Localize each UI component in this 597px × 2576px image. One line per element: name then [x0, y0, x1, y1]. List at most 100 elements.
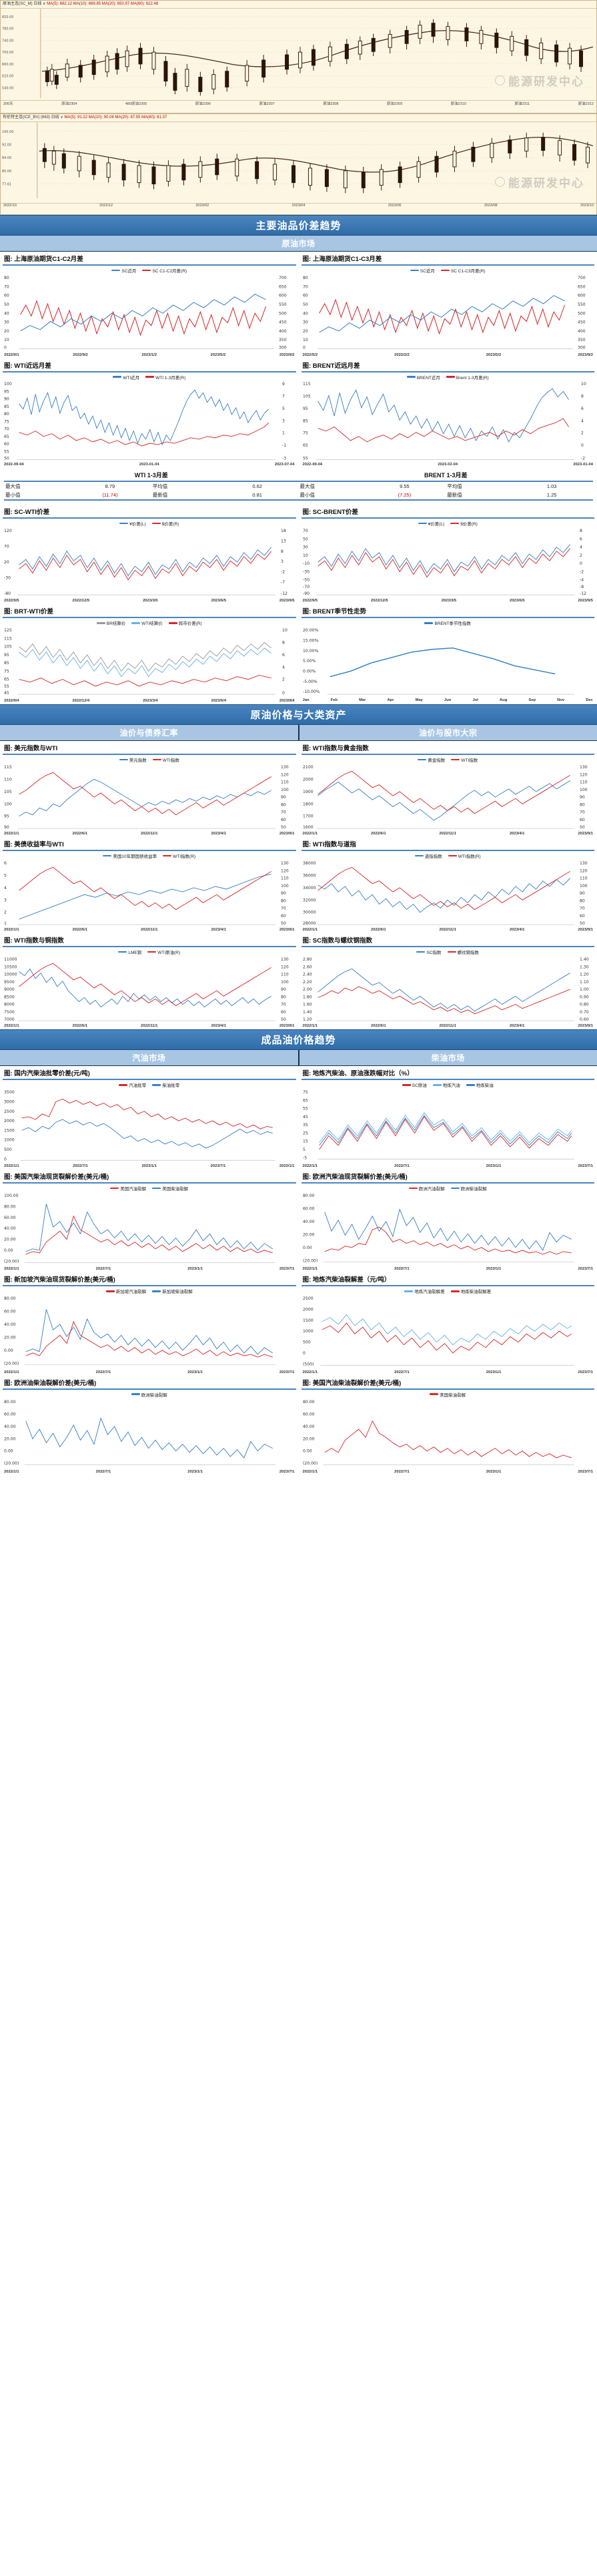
brent-crude-futures-terminal[interactable]: 布伦特主连(ICE_BV) (663) 日线 ∨ MA(5): 91.22 MA… — [0, 113, 597, 215]
svg-text:11000: 11000 — [4, 957, 17, 962]
svg-text:70: 70 — [580, 810, 585, 814]
x-axis-labels: 2022/1/1 2022/7/1 2023/1/1 2023/7/1 — [3, 1469, 296, 1474]
chart-sc-wti: 图: SC-WTI价差 ¥价差(L) $价差(R) 120 70 20 -30 -80… — [0, 505, 299, 604]
x-tick: 2022/7/1 — [394, 1469, 410, 1474]
x-tick: 2022/11/1 — [439, 1024, 456, 1029]
svg-text:-80: -80 — [4, 591, 11, 596]
svg-text:65: 65 — [4, 434, 9, 439]
svg-text:50: 50 — [281, 1017, 286, 1022]
plot-area[interactable]: 125 115 105 95 85 75 65 55 45 10 8 6 4 2 0 — [3, 626, 296, 698]
plot-area[interactable]: 6 5 4 3 2 1 130 120 110 100 90 80 70 60 50 — [3, 859, 296, 927]
svg-text:0.00%: 0.00% — [303, 670, 316, 674]
x-tick: 2023/7/1 — [210, 1164, 226, 1168]
svg-text:(20.00): (20.00) — [4, 1362, 19, 1366]
plot-area[interactable]: 2.80 2.60 2.40 2.20 2.00 1.80 1.60 1.40 1.20 1… — [302, 955, 595, 1023]
terminal-instrument-label[interactable]: 布伦特主连(ICE_BV) (663) 日线 ∨ — [3, 115, 63, 119]
plot-area[interactable]: 80.00 60.00 40.00 20.00 0.00 (20.00) — [302, 1192, 595, 1266]
plot-area[interactable]: 38000 36000 34000 32000 30000 28000 130 120 11… — [302, 859, 595, 927]
svg-text:2.00: 2.00 — [303, 987, 312, 992]
svg-text:2.80: 2.80 — [303, 957, 312, 962]
terminal-header: 布伦特主连(ICE_BV) (663) 日线 ∨ MA(5): 91.22 MA… — [1, 114, 596, 122]
plot-area[interactable]: 100.00 80.00 60.00 40.00 20.00 0.00 (20.00) — [3, 1192, 296, 1266]
candlestick-plot-area[interactable]: 820.00 780.00 740.00 700.00 660.00 620.00 5… — [1, 8, 596, 106]
x-tick: 2023/3/5 — [143, 599, 158, 603]
plot-area[interactable]: 80.00 60.00 40.00 20.00 0.00 (20.00) — [3, 1294, 296, 1369]
legend-label: 美国10年期国债收益率 — [113, 854, 157, 859]
x-axis-labels: 2022/9/5 2022/12/5 2023/3/5 2023/6/5 202… — [302, 598, 595, 603]
line-chart-svg: 70 50 30 10 -10 -30 -50 -70 -90 8 6 4 2 0 -2 -4 -8 -… — [303, 529, 586, 596]
svg-text:60: 60 — [281, 818, 286, 822]
legend-swatch-icon — [119, 758, 128, 761]
svg-text:70: 70 — [4, 284, 9, 289]
legend-swatch-icon — [147, 951, 157, 953]
legend-swatch-icon — [152, 1290, 161, 1292]
plot-area[interactable]: 115 110 105 100 95 90 130 120 110 100 90 80 70 60… — [3, 763, 296, 831]
plot-area[interactable]: 2500 2000 1500 1000 500 0 (500) — [302, 1294, 595, 1369]
plot-area[interactable]: 80.00 60.00 40.00 20.00 0.00 (20.00) — [3, 1398, 296, 1469]
x-tick: 2022/1/1 — [4, 1024, 19, 1029]
svg-text:70: 70 — [4, 427, 9, 431]
candlestick-plot-area[interactable]: 100.00 92.00 84.00 80.00 77.61 — [1, 121, 596, 208]
plot-area[interactable]: 75 65 55 45 35 25 15 5 -5 — [302, 1088, 595, 1163]
plot-area[interactable]: 2100 2000 1900 1800 1700 1600 130 120 110 100 9… — [302, 763, 595, 831]
svg-text:100: 100 — [281, 788, 289, 792]
svg-text:100: 100 — [580, 788, 588, 792]
plot-area[interactable]: 120 70 20 -30 -80 18 13 8 3 -2 -7 -12 — [3, 527, 296, 598]
svg-text:80.00: 80.00 — [2, 170, 11, 174]
legend-item: WTI指数(R) — [163, 852, 195, 859]
plot-area[interactable]: 115 105 95 85 75 65 55 10 8 6 4 2 0 -2 — [302, 380, 595, 463]
svg-text:-90: -90 — [303, 591, 310, 596]
x-tick: 2022/11/1 — [439, 928, 456, 933]
x-axis-labels: 2022/9/5 2022/12/5 2023/3/5 2023/6/5 202… — [3, 598, 296, 603]
legend-label: WTI指数(R) — [173, 854, 196, 859]
plot-area[interactable]: 80 70 60 50 40 30 20 10 0 700 650 600 550 500 450 … — [3, 274, 296, 352]
svg-text:4: 4 — [580, 545, 582, 550]
legend-swatch-icon — [118, 951, 127, 953]
x-tick: 2023/04 — [291, 203, 306, 208]
plot-area[interactable]: 11000 10500 10000 9500 9000 8500 8000 7500 700… — [3, 955, 296, 1023]
x-tick: 原油2308 — [323, 101, 339, 106]
plot-area[interactable]: 80 70 60 50 40 30 20 10 0 700 650 600 550 500 450 … — [302, 274, 595, 352]
chart-legend: 美元指数 WTI指数 — [3, 756, 296, 763]
legend-label: 欧洲柴油裂解 — [460, 1186, 487, 1192]
svg-text:40: 40 — [4, 311, 9, 316]
chart-legend: SC近月 SC C1-C2月差(R) — [3, 267, 296, 274]
x-tick: 2022/1/1 — [302, 1164, 318, 1168]
x-tick: 2022/6/1 — [371, 832, 386, 836]
chart-row-sc-spreads: 图: 上海原油期货C1-C2月差 SC近月 SC C1-C2月差(R) 80 70… — [0, 252, 597, 358]
plot-area[interactable]: 20.00% 15.00% 10.00% 5.00% 0.00% -5.00% -10.… — [302, 626, 595, 698]
chart-row-brt-wti-seasonal: 图: BRT-WTI价差 BR结算价 WTI结算价 跨市价差(R) 125 115… — [0, 604, 597, 704]
x-tick: 2022/7/1 — [95, 1267, 111, 1272]
x-tick: 2022/1/1 — [4, 928, 19, 933]
svg-text:100: 100 — [580, 884, 588, 888]
legend-item: SC C1-C2月差(R) — [142, 267, 187, 274]
x-tick: 2023/4/1 — [211, 832, 226, 836]
svg-text:700: 700 — [279, 276, 287, 280]
svg-text:10: 10 — [581, 382, 586, 387]
plot-area[interactable]: 3500 3000 2500 2000 1500 1000 500 0 — [3, 1088, 296, 1163]
svg-text:115: 115 — [4, 765, 12, 770]
terminal-instrument-label[interactable]: 原油主连(SC_M) 日线 ∨ — [3, 2, 46, 6]
svg-text:65: 65 — [303, 1099, 308, 1103]
plot-area[interactable]: 80.00 60.00 40.00 20.00 0.00 (20.00) — [302, 1398, 595, 1469]
svg-text:700: 700 — [577, 276, 585, 280]
sc-crude-futures-terminal[interactable]: 原油主连(SC_M) 日线 ∨ MA(5): 682.12 MA(10): 66… — [0, 0, 597, 113]
legend-item: ¥价差(L) — [119, 520, 146, 527]
legend-item: WTI指数(R) — [448, 852, 481, 859]
svg-text:8: 8 — [581, 394, 584, 399]
x-tick: 2023/9/1 — [578, 928, 593, 933]
x-tick: 2022/9/5 — [4, 599, 19, 603]
svg-text:20.00: 20.00 — [4, 1336, 16, 1340]
legend-swatch-icon — [414, 854, 424, 857]
legend-label: 美国柴油裂解 — [440, 1392, 466, 1398]
legend-item: $价差(R) — [151, 520, 179, 527]
chart-wti-dow: 图: WTI指数与道指 道指指数 WTI指数(R) 38000 36000 3400… — [299, 837, 597, 933]
svg-text:0.80: 0.80 — [580, 1003, 589, 1007]
stat-value-negative: (7.25) — [398, 492, 412, 499]
plot-area[interactable]: 70 50 30 10 -10 -30 -50 -70 -90 8 6 4 2 0 -2 -4 -8 -… — [302, 527, 595, 598]
chart-title: 图: 上海原油期货C1-C2月差 — [3, 252, 296, 266]
svg-text:-5.00%: -5.00% — [303, 680, 318, 684]
chart-legend: SC近月 SC C1-C3月差(R) — [302, 267, 595, 274]
legend-label: 跨市价差(R) — [178, 621, 202, 627]
